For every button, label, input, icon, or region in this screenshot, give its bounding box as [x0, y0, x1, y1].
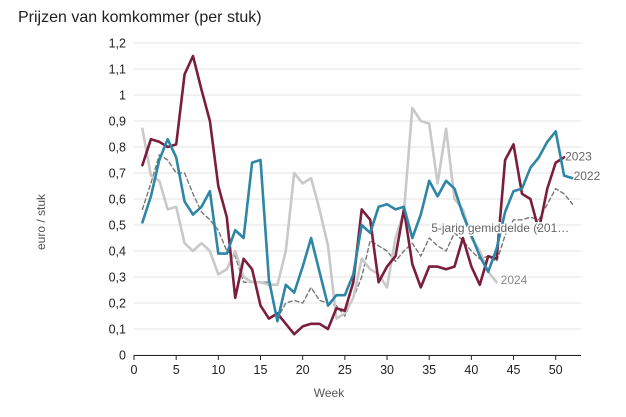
x-axis-label: Week: [314, 386, 345, 400]
x-tick-label: 50: [549, 363, 563, 377]
chart-title: Prijzen van komkommer (per stuk): [18, 9, 262, 26]
series-label-halo: 5-jarig gemiddelde (201…: [431, 221, 569, 235]
series-label: 2023: [565, 149, 592, 163]
series-label-halo: 2024: [501, 273, 528, 287]
y-tick-label: 1,1: [109, 63, 126, 77]
series-line-2024: [141, 106, 499, 320]
series-label-halo: 2022: [574, 169, 601, 183]
y-tick-label: 0,6: [109, 193, 126, 207]
x-tick-label: 45: [507, 363, 521, 377]
x-tick-label: 30: [380, 363, 394, 377]
x-tick-label: 25: [338, 363, 352, 377]
series-label: 2022: [574, 169, 601, 183]
series-line-2022: [141, 130, 574, 323]
y-tick-label: 0,7: [109, 167, 126, 181]
x-tick-label: 20: [296, 363, 310, 377]
series-label-halo: 2023: [565, 149, 592, 163]
y-tick-label: 0,8: [109, 141, 126, 155]
x-tick-label: 10: [211, 363, 225, 377]
y-tick-label: 0: [119, 349, 126, 363]
y-tick-label: 0,1: [109, 323, 126, 337]
series-label: 5-jarig gemiddelde (201…: [431, 221, 569, 235]
y-tick-label: 0,3: [109, 271, 126, 285]
x-tick-label: 35: [422, 363, 436, 377]
x-tick-label: 0: [131, 363, 138, 377]
x-tick-label: 5: [173, 363, 180, 377]
x-tick-label: 15: [254, 363, 268, 377]
y-tick-label: 1: [119, 89, 126, 103]
x-tick-label: 40: [464, 363, 478, 377]
y-axis-label: euro / stuk: [34, 193, 48, 250]
series-label: 2024: [501, 273, 528, 287]
y-tick-label: 1,2: [109, 37, 126, 51]
y-tick-label: 0,9: [109, 115, 126, 129]
y-tick-label: 0,2: [109, 297, 126, 311]
y-tick-label: 0,4: [109, 245, 126, 259]
y-tick-label: 0,5: [109, 219, 126, 233]
